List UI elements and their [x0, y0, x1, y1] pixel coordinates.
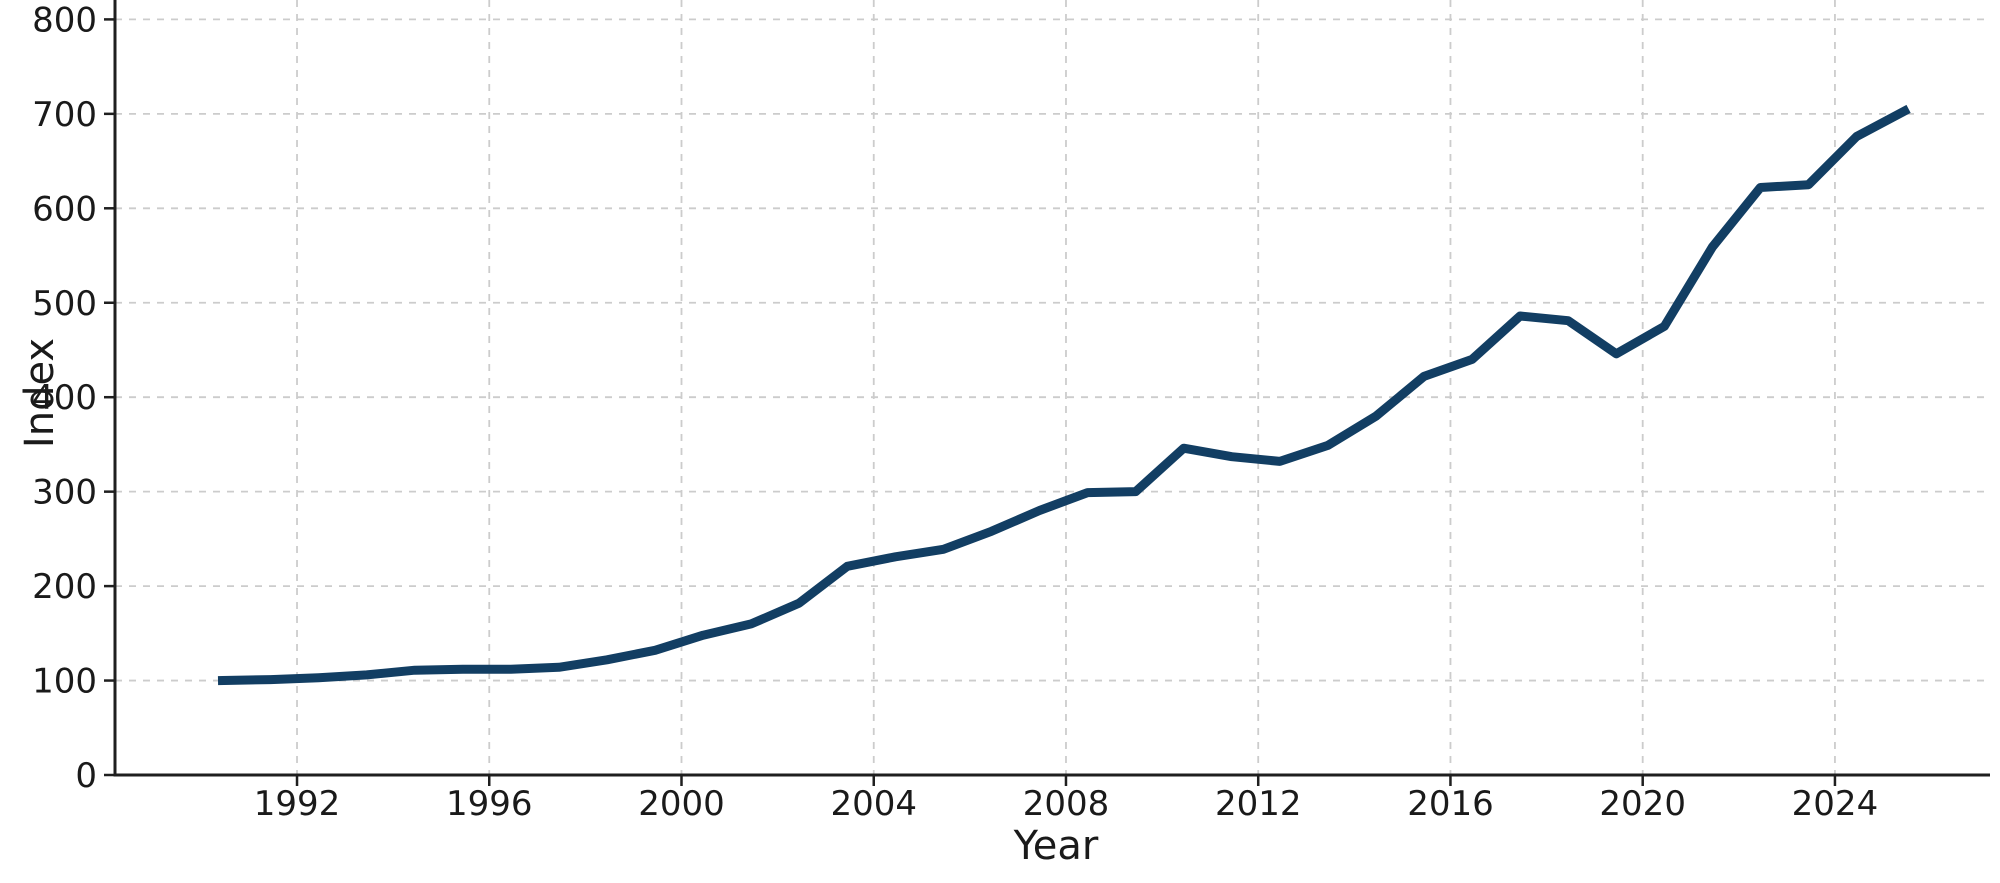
y-tick-label: 0 [75, 756, 97, 796]
y-tick-label: 700 [32, 95, 97, 135]
x-tick-label: 2020 [1599, 784, 1686, 824]
x-tick-label: 2008 [1023, 784, 1110, 824]
x-tick-label: 2012 [1215, 784, 1302, 824]
x-tick-label: 1992 [254, 784, 341, 824]
y-tick-label: 300 [32, 473, 97, 513]
tick-marks [104, 18, 1837, 786]
y-tick-label: 200 [32, 567, 97, 607]
x-tick-label: 2024 [1792, 784, 1879, 824]
y-tick-label: 100 [32, 662, 97, 702]
x-tick-label: 2000 [638, 784, 725, 824]
x-tick-label: 1996 [446, 784, 533, 824]
tick-labels: 1992 1996 2000 2004 2008 2012 2016 2020 2024 0 100… [32, 0, 1878, 824]
gridlines [115, 0, 1990, 775]
y-tick-label: 500 [32, 284, 97, 324]
x-tick-label: 2016 [1407, 784, 1494, 824]
axes-spines [113, 0, 1990, 777]
y-axis-label: Index [17, 338, 63, 448]
x-axis-label: Year [1013, 823, 1099, 869]
data-series-layer [217, 104, 1911, 686]
y-tick-label: 400 [32, 378, 97, 418]
x-tick-label: 2004 [830, 784, 917, 824]
y-tick-label: 600 [32, 189, 97, 229]
index-line-series [217, 104, 1911, 686]
y-tick-label: 800 [32, 0, 97, 40]
